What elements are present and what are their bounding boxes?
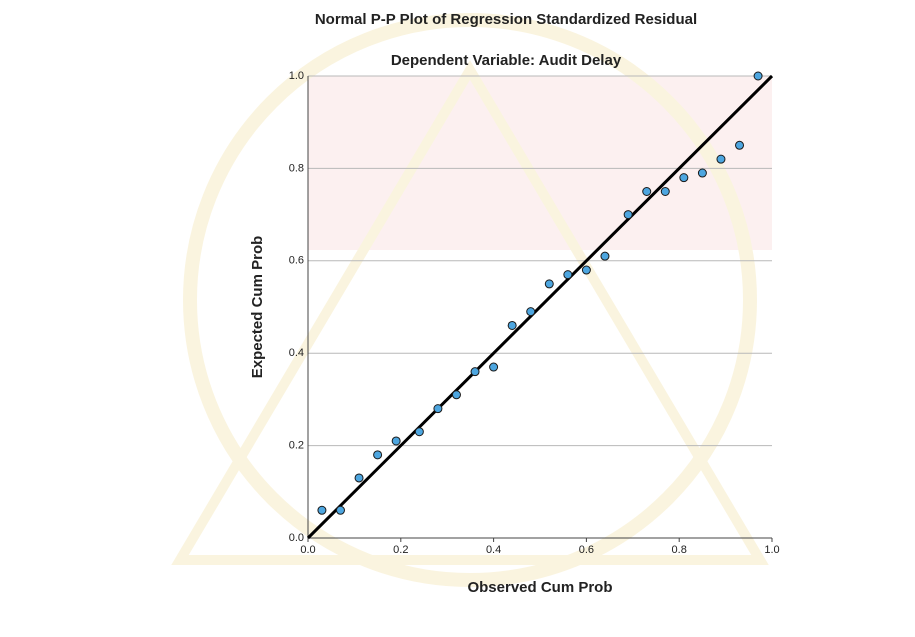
x-tick-label: 0.0	[300, 544, 315, 556]
point	[601, 252, 609, 260]
y-tick-label: 0.8	[289, 162, 304, 174]
watermark	[180, 20, 772, 580]
point	[643, 188, 651, 196]
chart-title: Normal P-P Plot of Regression Standardiz…	[315, 11, 697, 28]
point	[527, 308, 535, 316]
x-axis-label: Observed Cum Prob	[467, 579, 612, 596]
point	[624, 211, 632, 219]
x-tick-label: 0.6	[579, 544, 594, 556]
y-tick-label: 0.6	[289, 255, 304, 267]
x-tick-label: 0.4	[486, 544, 501, 556]
x-tick-label: 1.0	[764, 544, 779, 556]
point	[374, 451, 382, 459]
point	[564, 271, 572, 279]
chart: Normal P-P Plot of Regression Standardiz…	[0, 0, 915, 637]
point	[508, 321, 516, 329]
chart-subtitle: Dependent Variable: Audit Delay	[391, 52, 622, 69]
x-tick-label: 0.8	[672, 544, 687, 556]
point	[717, 155, 725, 163]
point	[545, 280, 553, 288]
point	[698, 169, 706, 177]
point	[355, 474, 363, 482]
point	[680, 174, 688, 182]
point	[392, 437, 400, 445]
point	[318, 506, 326, 514]
y-tick-label: 0.0	[289, 532, 304, 544]
point	[661, 188, 669, 196]
point	[490, 363, 498, 371]
y-tick-label: 0.4	[289, 347, 304, 359]
point	[754, 72, 762, 80]
y-tick-label: 0.2	[289, 440, 304, 452]
point	[415, 428, 423, 436]
point	[434, 405, 442, 413]
point	[471, 368, 479, 376]
x-tick-label: 0.2	[393, 544, 408, 556]
y-tick-label: 1.0	[289, 70, 304, 82]
point	[452, 391, 460, 399]
point	[582, 266, 590, 274]
point	[336, 506, 344, 514]
y-axis-label: Expected Cum Prob	[249, 236, 266, 379]
point	[736, 141, 744, 149]
